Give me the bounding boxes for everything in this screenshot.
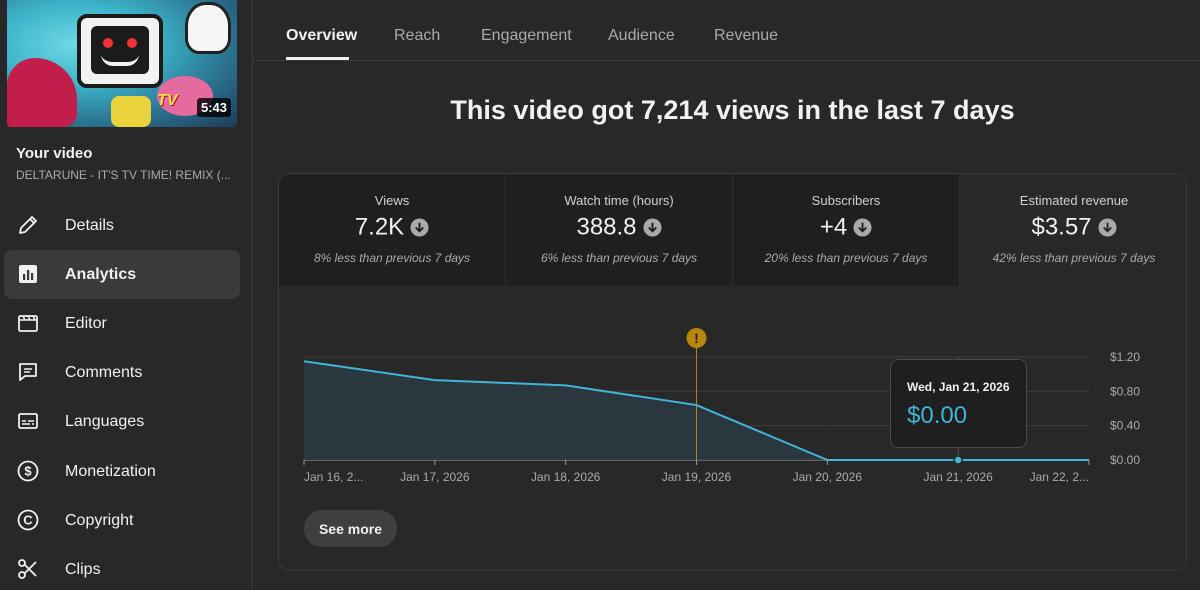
- metric-subscribers[interactable]: Subscribers +4 20% less than previous 7 …: [733, 174, 960, 286]
- thumbnail-art-eye-left: [103, 38, 113, 48]
- dollar-icon: $: [17, 460, 39, 482]
- thumbnail-art-glove: [185, 2, 231, 54]
- see-more-button[interactable]: See more: [304, 510, 397, 547]
- scissors-icon: [18, 559, 37, 579]
- metric-comparison: 20% less than previous 7 days: [764, 251, 928, 265]
- sidebar-item-label: Analytics: [65, 266, 137, 283]
- video-thumbnail[interactable]: TV 5:43: [7, 0, 237, 127]
- metric-estimated-revenue[interactable]: Estimated revenue $3.57 42% less than pr…: [960, 174, 1186, 286]
- metric-comparison: 8% less than previous 7 days: [313, 251, 471, 265]
- tab-engagement[interactable]: Engagement: [481, 27, 572, 44]
- alert-icon: !: [694, 330, 699, 346]
- down-arrow-icon: [853, 218, 872, 237]
- x-tick-label: Jan 22, 2...: [1030, 470, 1089, 484]
- x-tick-label: Jan 21, 2026: [923, 470, 993, 484]
- x-tick-label: Jan 16, 2...: [304, 470, 363, 484]
- sidebar-item-label: Languages: [65, 413, 145, 430]
- y-tick-label: $0.00: [1110, 453, 1140, 467]
- sidebar-item-label: Editor: [65, 315, 107, 332]
- svg-text:C: C: [23, 513, 33, 528]
- sidebar-item-label: Details: [65, 217, 114, 234]
- your-video-label: Your video: [16, 145, 93, 162]
- tab-reach[interactable]: Reach: [394, 27, 441, 44]
- sidebar-item-analytics[interactable]: Analytics: [4, 250, 240, 299]
- sidebar-item-editor[interactable]: Editor: [4, 299, 240, 348]
- metric-comparison: 6% less than previous 7 days: [540, 251, 698, 265]
- sidebar: TV 5:43 Your video DELTARUNE - IT'S TV T…: [0, 0, 253, 590]
- y-tick-label: $0.80: [1110, 384, 1140, 398]
- metric-value: $3.57: [1031, 213, 1092, 241]
- sidebar-item-comments[interactable]: Comments: [4, 348, 240, 397]
- sidebar-item-label: Clips: [65, 561, 101, 578]
- metric-label: Subscribers: [811, 193, 881, 208]
- tab-revenue[interactable]: Revenue: [714, 27, 779, 44]
- sidebar-item-copyright[interactable]: C Copyright: [4, 496, 240, 545]
- pencil-icon: [19, 216, 37, 234]
- analytics-tabs: Overview Reach Engagement Audience Reven…: [253, 0, 1200, 61]
- metric-views[interactable]: Views 7.2K 8% less than previous 7 days: [279, 174, 506, 286]
- y-tick-label: $0.40: [1110, 419, 1140, 433]
- page-headline: This video got 7,214 views in the last 7…: [450, 95, 1015, 125]
- sidebar-item-details[interactable]: Details: [4, 201, 240, 250]
- y-tick-label: $1.20: [1110, 350, 1140, 364]
- metric-comparison: 42% less than previous 7 days: [992, 251, 1156, 265]
- video-title: DELTARUNE - IT'S TV TIME! REMIX (...: [16, 168, 231, 182]
- metric-label: Watch time (hours): [564, 193, 674, 208]
- copyright-icon: C: [17, 509, 39, 531]
- down-arrow-icon: [643, 218, 662, 237]
- clapperboard-icon: [18, 315, 38, 332]
- tooltip-date: Wed, Jan 21, 2026: [907, 380, 1010, 394]
- hover-point: [953, 455, 963, 465]
- x-tick-label: Jan 18, 2026: [531, 470, 601, 484]
- metric-value: 388.8: [576, 213, 637, 241]
- video-duration: 5:43: [196, 98, 231, 117]
- x-tick-label: Jan 17, 2026: [400, 470, 470, 484]
- active-tab-indicator: [286, 57, 349, 60]
- sidebar-item-label: Comments: [65, 364, 143, 381]
- metric-label: Views: [374, 193, 410, 208]
- svg-text:$: $: [24, 464, 32, 479]
- annotation-marker: [686, 328, 707, 348]
- tooltip-value: $0.00: [907, 402, 968, 429]
- down-arrow-icon: [1098, 218, 1117, 237]
- thumbnail-art-red: [7, 58, 77, 127]
- metric-watch-time[interactable]: Watch time (hours) 388.8 6% less than pr…: [506, 174, 733, 286]
- sidebar-item-label: Copyright: [65, 512, 134, 529]
- x-tick-label: Jan 20, 2026: [793, 470, 863, 484]
- analytics-icon: [19, 265, 37, 283]
- thumbnail-art-yellow: [111, 96, 151, 127]
- overview-card: Views 7.2K 8% less than previous 7 days …: [278, 173, 1187, 571]
- metric-value: 7.2K: [354, 213, 405, 241]
- thumbnail-art-tv-screen: [91, 26, 149, 74]
- tab-overview[interactable]: Overview: [286, 27, 358, 44]
- revenue-chart[interactable]: $1.20 $0.80 $0.40 $0.00! Jan 16, 2... Jan 17,…: [279, 286, 1187, 571]
- sidebar-item-label: Monetization: [65, 463, 156, 480]
- sidebar-item-clips[interactable]: Clips: [4, 545, 240, 590]
- subtitles-icon: [18, 413, 38, 429]
- down-arrow-icon: [410, 218, 429, 237]
- chart-tooltip: Wed, Jan 21, 2026 $0.00: [890, 359, 1027, 448]
- thumbnail-art-smile: [101, 54, 139, 66]
- thumbnail-caption: TV: [157, 92, 178, 109]
- tab-audience[interactable]: Audience: [608, 27, 675, 44]
- sidebar-item-languages[interactable]: Languages: [4, 397, 240, 446]
- comment-icon: [19, 363, 37, 381]
- thumbnail-art-eye-right: [127, 38, 137, 48]
- metric-value: +4: [819, 213, 848, 241]
- metric-label: Estimated revenue: [1019, 193, 1129, 208]
- x-tick-label: Jan 19, 2026: [662, 470, 732, 484]
- sidebar-item-monetization[interactable]: $ Monetization: [4, 447, 240, 496]
